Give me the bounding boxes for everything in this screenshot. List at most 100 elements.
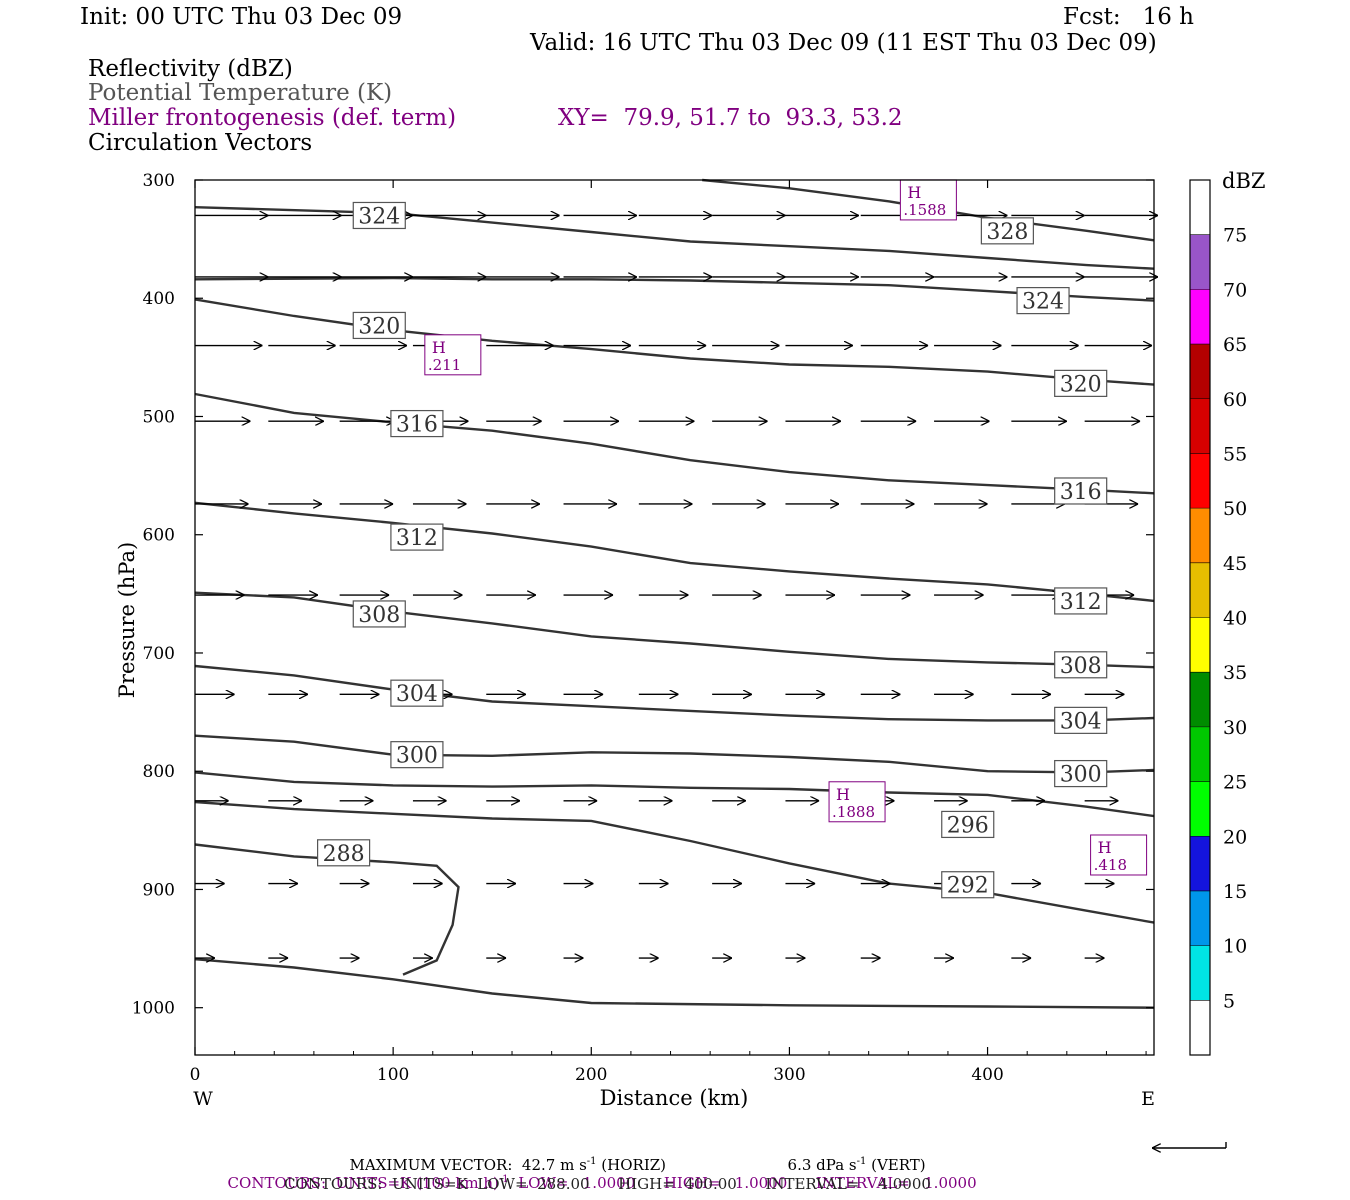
x-tick-label: 0 xyxy=(190,1065,201,1085)
colorbar-bin xyxy=(1190,234,1210,290)
contour-label-308: 308 xyxy=(358,603,400,628)
contour-label-box xyxy=(1054,477,1108,505)
contour-label-box xyxy=(390,523,444,551)
contour-label-box xyxy=(980,217,1034,245)
maximum-value: .211 xyxy=(428,356,461,374)
colorbar-bin xyxy=(1190,1000,1210,1055)
y-axis-label: Pressure (hPa) xyxy=(115,542,139,698)
theta-contour-288 xyxy=(194,843,460,976)
contour-label-box xyxy=(352,600,406,628)
colorbar-bin xyxy=(1190,344,1210,399)
exp-1: -1 xyxy=(586,1156,597,1167)
contour-label-324: 324 xyxy=(1022,290,1064,315)
contour-labels: 324 328 324 320 320 316 316 312 312 308 308 304 304 3… xyxy=(317,201,1108,899)
contour-label-292: 292 xyxy=(947,874,989,899)
cross-section-endpoints: XY= 79.9, 51.7 to 93.3, 53.2 xyxy=(558,105,903,131)
colorbar-label: 65 xyxy=(1223,334,1247,356)
contour-label-box xyxy=(1054,759,1108,788)
colorbar-bin xyxy=(1190,726,1210,782)
x-tick-label: 100 xyxy=(377,1065,409,1085)
colorbar-bin xyxy=(1190,836,1210,891)
contour-label-box xyxy=(352,311,406,340)
colorbar-label: 20 xyxy=(1223,826,1247,848)
colorbar-label: 60 xyxy=(1223,389,1247,411)
contour-label-316: 316 xyxy=(1060,480,1102,505)
colorbar-label: 10 xyxy=(1223,936,1247,958)
maximum-label: H xyxy=(1098,838,1112,857)
colorbar-label: 75 xyxy=(1223,225,1247,247)
exp-3: -1 xyxy=(498,1174,509,1185)
frontogenesis-contour-note: CONTOURS: UNITS=K (100 km h)-1 LOW= 1.00… xyxy=(218,1156,977,1192)
contour-label-312: 312 xyxy=(1060,590,1102,615)
contour-label-304: 304 xyxy=(1060,709,1102,734)
y-tick-label: 500 xyxy=(143,407,175,427)
maximum-label: H xyxy=(836,785,850,804)
maximum-label: H xyxy=(907,183,921,202)
contour-label-box xyxy=(317,839,371,867)
contour-label-box xyxy=(941,810,995,839)
colorbar-label: 55 xyxy=(1223,443,1247,465)
maximum-value: .418 xyxy=(1094,856,1127,874)
y-tick-label: 400 xyxy=(143,289,175,309)
init-time: Init: 00 UTC Thu 03 Dec 09 xyxy=(80,4,403,30)
y-tick-label: 1000 xyxy=(132,999,175,1019)
contour-label-320: 320 xyxy=(1060,372,1102,397)
theta-contour-324 xyxy=(194,276,1155,302)
x-tick-label: 300 xyxy=(773,1065,805,1085)
contour-label-328: 328 xyxy=(986,220,1028,245)
max-vector-horiz: MAXIMUM VECTOR: 42.7 m s xyxy=(349,1156,587,1174)
theta-contours xyxy=(194,178,1155,1009)
contour-label-320: 320 xyxy=(358,314,400,339)
colorbar-bin xyxy=(1190,890,1210,946)
contour-label-312: 312 xyxy=(396,526,438,551)
theta-contour-320 xyxy=(194,298,1155,386)
colorbar-title: dBZ xyxy=(1222,169,1265,193)
contour-label-box xyxy=(352,201,406,230)
contour-label-288: 288 xyxy=(323,842,365,867)
theta-contour-324 xyxy=(194,206,1155,270)
colorbar-bin xyxy=(1190,398,1210,454)
x-tick-label: 400 xyxy=(971,1065,1003,1085)
theta-contour-note: CONTOURS: UNITS=K LOW= 288.00 HIGH= 400.… xyxy=(284,1175,931,1193)
theta-contour-312 xyxy=(194,501,1155,603)
contour-label-316: 316 xyxy=(396,413,438,438)
field-potential-temperature: Potential Temperature (K) xyxy=(88,80,393,106)
maximum-value: .1588 xyxy=(903,201,946,219)
colorbar-bin xyxy=(1190,453,1210,509)
contour-label-box xyxy=(1054,651,1108,679)
colorbar-bin xyxy=(1190,508,1210,563)
theta-contour-308 xyxy=(194,591,1155,669)
colorbar-bin xyxy=(1190,781,1210,837)
colorbar-label: 70 xyxy=(1223,279,1247,301)
theta-contour-304 xyxy=(194,664,1155,722)
field-circulation-vectors: Circulation Vectors xyxy=(88,130,313,156)
contour-label-324: 324 xyxy=(358,204,400,229)
contour-label-308: 308 xyxy=(1060,654,1102,679)
contour-label-box xyxy=(1054,706,1108,734)
contour-label-box xyxy=(390,409,444,438)
plot-frame xyxy=(194,179,1155,1056)
colorbar-label: 40 xyxy=(1223,608,1247,630)
circulation-vectors xyxy=(195,215,1158,958)
x-tick-label: 200 xyxy=(575,1065,607,1085)
theta-contour-316 xyxy=(194,392,1155,495)
contour-label-304: 304 xyxy=(396,682,438,707)
axes: 0 100 200 300 400 300 400 500 600 700 800 900 1000 W E xyxy=(132,171,1155,1110)
colorbar-bin xyxy=(1190,945,1210,1001)
frontogenesis-range: LOW= 1.0000 HIGH= 1.0000 INTERVAL= 1.000… xyxy=(508,1174,977,1192)
east-label: E xyxy=(1141,1088,1155,1110)
maximum-box xyxy=(424,334,482,376)
y-tick-label: 700 xyxy=(143,644,175,664)
maximum-box xyxy=(1090,834,1148,876)
maximum-label: H xyxy=(432,338,446,357)
colorbar-bin xyxy=(1190,672,1210,727)
colorbar-label: 30 xyxy=(1223,717,1247,739)
max-vector-vert: 6.3 dPa s xyxy=(787,1156,857,1174)
max-vector-vert-note: 6.3 dPa s-1 (VERT) xyxy=(778,1138,926,1174)
colorbar-bin xyxy=(1190,562,1210,618)
field-reflectivity: Reflectivity (dBZ) xyxy=(88,56,293,82)
maximum-box xyxy=(899,179,957,221)
theta-contour-base xyxy=(194,958,1155,1009)
theta-contour-300 xyxy=(194,734,1155,774)
